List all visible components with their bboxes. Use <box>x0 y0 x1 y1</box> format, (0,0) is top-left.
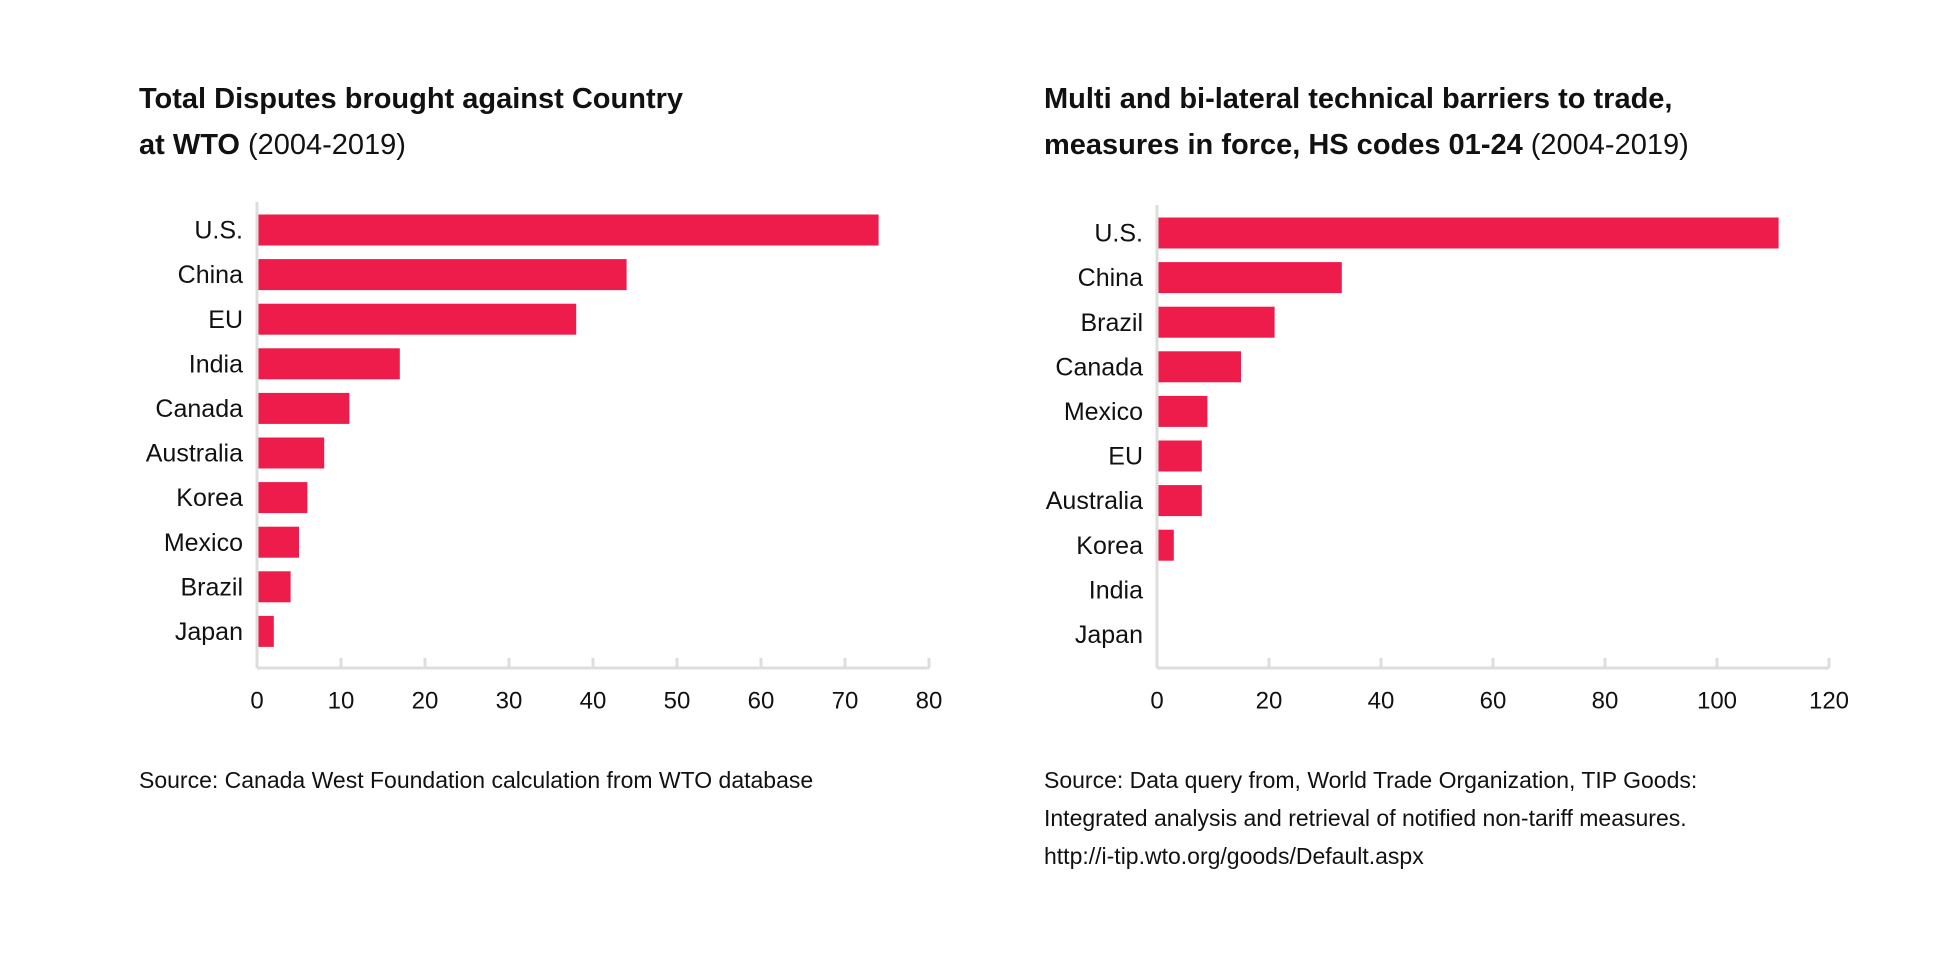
bar <box>257 259 627 291</box>
bar <box>1157 306 1275 338</box>
x-tick-label: 20 <box>412 687 439 714</box>
category-label: China <box>1078 264 1143 292</box>
category-label: EU <box>208 306 243 334</box>
category-label: Korea <box>1076 532 1143 560</box>
category-label: Canada <box>155 395 243 423</box>
category-label: Mexico <box>1064 398 1143 426</box>
x-tick-label: 0 <box>250 687 263 714</box>
bar <box>257 571 291 603</box>
bar <box>1157 262 1342 294</box>
category-label: U.S. <box>1094 220 1143 248</box>
x-tick-label: 60 <box>1480 687 1507 714</box>
x-tick-label: 0 <box>1150 687 1163 714</box>
x-tick-label: 30 <box>496 687 523 714</box>
chart-title: measures in force, HS codes 01-24 (2004-2… <box>1044 129 1689 161</box>
x-tick-label: 80 <box>1592 687 1619 714</box>
x-tick-label: 10 <box>328 687 355 714</box>
category-label: EU <box>1108 443 1143 471</box>
chart-title: Total Disputes brought against Country <box>139 83 683 115</box>
category-label: Brazil <box>180 573 243 601</box>
source-note: http://i-tip.wto.org/goods/Default.aspx <box>1044 843 1424 869</box>
x-tick-label: 120 <box>1809 687 1849 714</box>
category-label: Korea <box>176 484 243 512</box>
x-tick-label: 40 <box>1368 687 1395 714</box>
title-line: measures in force, HS codes 01-24 <box>1044 129 1523 161</box>
bar <box>1157 440 1202 472</box>
bar <box>257 526 299 558</box>
category-label: U.S. <box>194 217 243 245</box>
chart-subtitle: (2004-2019) <box>248 129 406 161</box>
category-label: India <box>1089 576 1143 604</box>
title-line: Total Disputes brought against Country <box>139 83 683 115</box>
x-tick-label: 80 <box>916 687 943 714</box>
source-note: Source: Data query from, World Trade Org… <box>1044 767 1697 793</box>
category-label: Canada <box>1055 353 1143 381</box>
bar <box>1157 351 1241 383</box>
x-tick-label: 100 <box>1697 687 1737 714</box>
x-tick-label: 50 <box>664 687 691 714</box>
bar <box>257 303 577 335</box>
bar <box>1157 485 1202 517</box>
x-tick-label: 40 <box>580 687 607 714</box>
bar <box>1157 395 1208 427</box>
title-line: at WTO <box>139 129 240 161</box>
bar <box>257 348 400 380</box>
chart-title: at WTO (2004-2019) <box>139 129 406 161</box>
source-note: Source: Canada West Foundation calculati… <box>139 767 813 793</box>
x-tick-label: 20 <box>1256 687 1283 714</box>
source-note: Integrated analysis and retrieval of not… <box>1044 805 1687 831</box>
category-label: Brazil <box>1080 309 1143 337</box>
category-label: Australia <box>146 440 243 468</box>
category-label: Japan <box>175 618 243 646</box>
chart-title: Multi and bi-lateral technical barriers … <box>1044 83 1672 115</box>
category-label: Japan <box>1075 621 1143 649</box>
category-label: Mexico <box>164 529 243 557</box>
bar <box>257 214 879 246</box>
category-label: China <box>178 261 243 289</box>
bar <box>257 482 308 514</box>
bar <box>257 437 325 469</box>
category-label: India <box>189 350 243 378</box>
x-tick-label: 60 <box>748 687 775 714</box>
bar <box>257 615 274 647</box>
title-line: Multi and bi-lateral technical barriers … <box>1044 83 1672 115</box>
bar <box>1157 529 1174 561</box>
bar <box>257 392 350 424</box>
category-label: Australia <box>1046 487 1143 515</box>
chart-subtitle: (2004-2019) <box>1531 129 1689 161</box>
bar <box>1157 217 1779 249</box>
x-tick-label: 70 <box>832 687 859 714</box>
